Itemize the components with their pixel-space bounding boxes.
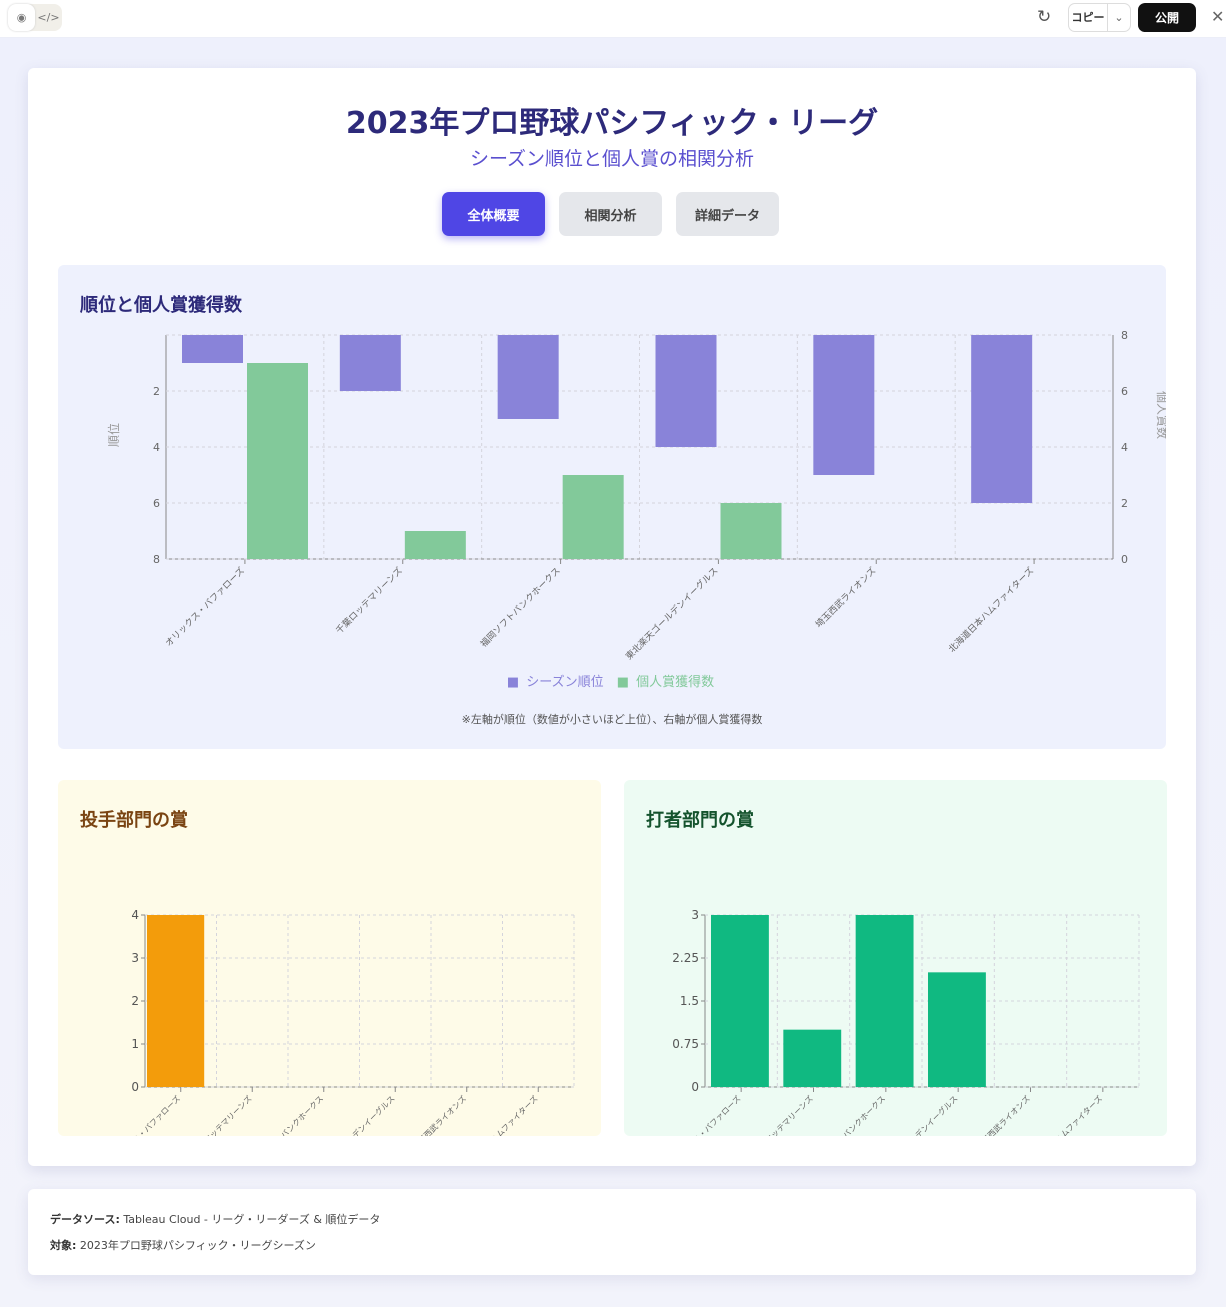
x-tick-label: 千葉ロッテマリーンズ [752,1093,815,1136]
target-text: 2023年プロ野球パシフィック・リーグシーズン [79,1239,316,1252]
y2-axis-label: 個人賞数 [1155,391,1166,439]
y2-tick-label: 0 [1121,553,1128,566]
page-title: 2023年プロ野球パシフィック・リーグ [345,106,879,141]
rank-bar [813,335,875,475]
bar [928,972,986,1087]
tab-bar: 全体概要 相関分析 詳細データ [442,192,779,236]
legend-awards[interactable]: ■ 個人賞獲得数 [616,675,715,690]
target: 対象: 2023年プロ野球パシフィック・リーグシーズン [50,1237,1174,1253]
y-tick-label: 8 [153,553,160,566]
footer: データソース: Tableau Cloud - リーグ・リーダーズ & 順位デー… [28,1189,1196,1275]
x-tick-label: 福岡ソフトバンクホークス [813,1094,887,1136]
rank-bar [655,335,717,447]
tab-correlation[interactable]: 相関分析 [559,192,662,236]
x-tick-label: オリックス・バファローズ [163,565,247,649]
y2-tick-label: 6 [1121,385,1128,398]
chart-legend: ■ シーズン順位 ■ 個人賞獲得数 [58,671,1166,690]
chart-note: ※左軸が順位（数値が小さいほど上位）、右軸が個人賞獲得数 [461,713,763,726]
chevron-down-icon[interactable]: ⌄ [1114,11,1124,24]
x-tick-label: 千葉ロッテマリーンズ [333,565,405,637]
bar [711,915,769,1087]
data-source: データソース: Tableau Cloud - リーグ・リーダーズ & 順位デー… [50,1211,1174,1227]
y2-tick-label: 2 [1121,497,1128,510]
chart-title: 投手部門の賞 [80,810,188,831]
x-tick-label: 千葉ロッテマリーンズ [190,1093,253,1136]
awards-bar [720,503,782,559]
x-tick-label: オリックス・バファローズ [108,1093,183,1136]
y-tick-label: 4 [131,908,139,922]
legend-rank-label: シーズン順位 [526,675,604,690]
y-tick-label: 2 [131,994,139,1008]
dashboard-card: 2023年プロ野球パシフィック・リーグ シーズン順位と個人賞の相関分析 全体概要… [28,68,1196,1166]
awards-bar [562,475,624,559]
x-tick-label: 北海道日本ハムファイターズ [946,565,1036,655]
eye-icon[interactable]: ◉ [8,4,35,31]
y-tick-label: 3 [131,951,139,965]
x-tick-label: 埼玉西武ライオンズ [410,1093,468,1136]
y-tick-label: 0.75 [672,1037,699,1051]
legend-rank[interactable]: ■ シーズン順位 [506,675,604,690]
awards-bar [247,363,308,559]
chart-title: 打者部門の賞 [646,810,754,831]
close-icon[interactable]: ✕ [1211,7,1225,26]
bar [147,915,205,1087]
tab-details[interactable]: 詳細データ [676,192,779,236]
batting-panel: 打者部門の賞 オリックス・バファローズ 千葉ロッテマリーンズ 福岡ソフトバンクホーク… [624,780,1167,1136]
rank-awards-panel: 順位と個人賞獲得数 オリックス・バファローズ 千葉ロッテマリーンズ 福岡ソフトバンク… [58,265,1166,749]
rank-bar [182,335,243,363]
view-toggle[interactable]: ◉ </> [8,4,62,31]
source-label: データソース: [50,1213,120,1226]
awards-bar [404,531,466,559]
rank-bar [339,335,401,391]
y-tick-label: 4 [153,441,160,454]
top-bar: ◉ </> ↻ コピー ⌄ 公開 ✕ [0,0,1226,38]
rank-awards-chart: オリックス・バファローズ 千葉ロッテマリーンズ 福岡ソフトバンクホークス 東北楽天ゴー… [106,329,1166,663]
x-tick-label: 福岡ソフトバンクホークス [251,1094,325,1136]
chart-title: 順位と個人賞獲得数 [80,295,242,316]
y-tick-label: 6 [153,497,160,510]
x-tick-label: 北海道日本ハムファイターズ [460,1093,540,1136]
legend-awards-label: 個人賞獲得数 [636,675,715,690]
refresh-icon[interactable]: ↻ [1037,7,1052,27]
rank-bar [971,335,1033,503]
x-tick-label: オリックス・バファローズ [668,1093,743,1136]
x-tick-label: 福岡ソフトバンクホークス [478,565,563,650]
y-tick-label: 1.5 [680,994,699,1008]
y-tick-label: 0 [131,1080,139,1094]
x-tick-label: 埼玉西武ライオンズ [974,1093,1032,1136]
x-tick-label: 北海道日本ハムファイターズ [1024,1093,1104,1136]
tab-overview[interactable]: 全体概要 [442,192,545,236]
batting-chart: オリックス・バファローズ千葉ロッテマリーンズ福岡ソフトバンクホークス東北楽天ゴー… [668,908,1140,1136]
y-tick-label: 2.25 [672,951,699,965]
source-text: Tableau Cloud - リーグ・リーダーズ & 順位データ [123,1213,381,1226]
bar [783,1029,842,1087]
rank-bar [497,335,559,419]
x-tick-label: 東北楽天ゴールデンイーグルス [623,565,721,663]
y-tick-label: 0 [691,1080,699,1094]
target-label: 対象: [50,1239,77,1252]
y2-tick-label: 4 [1121,441,1128,454]
copy-label[interactable]: コピー [1069,4,1108,31]
pitching-panel: 投手部門の賞 オリックス・バファローズ 千葉ロッテマリーンズ 福岡ソフトバンクホーク… [58,780,601,1136]
y-tick-label: 2 [153,385,160,398]
y-tick-label: 3 [691,908,699,922]
y-tick-label: 1 [131,1037,139,1051]
y2-tick-label: 8 [1121,329,1128,342]
pitching-chart: オリックス・バファローズ千葉ロッテマリーンズ福岡ソフトバンクホークス東北楽天ゴー… [108,908,575,1136]
y-axis-label: 順位 [106,423,121,447]
publish-button[interactable]: 公開 [1138,3,1196,32]
copy-button[interactable]: コピー ⌄ [1068,3,1131,32]
page-subtitle: シーズン順位と個人賞の相関分析 [469,148,755,170]
bar [855,915,914,1087]
code-icon[interactable]: </> [37,11,60,24]
x-tick-label: 埼玉西武ライオンズ [813,565,879,631]
